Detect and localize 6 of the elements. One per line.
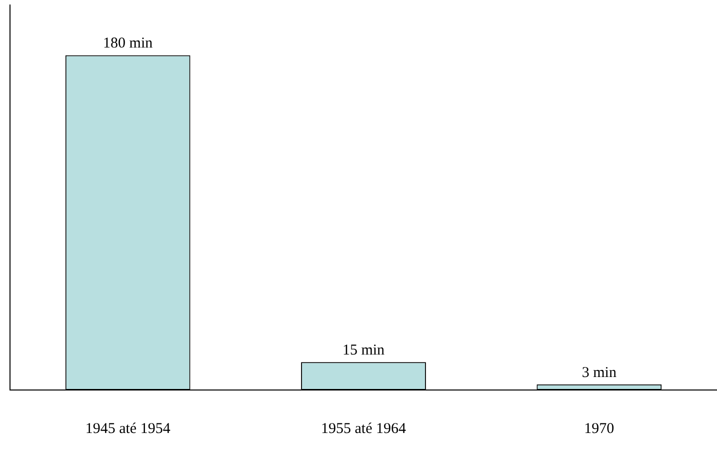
data-label: 3 min bbox=[582, 364, 617, 381]
data-label: 180 min bbox=[103, 36, 154, 52]
data-label: 15 min bbox=[342, 342, 386, 359]
x-tick-label: 1945 até 1954 bbox=[85, 420, 171, 437]
x-tick-label: 1970 bbox=[584, 420, 614, 437]
x-tick-label: 1955 até 1964 bbox=[321, 420, 406, 437]
